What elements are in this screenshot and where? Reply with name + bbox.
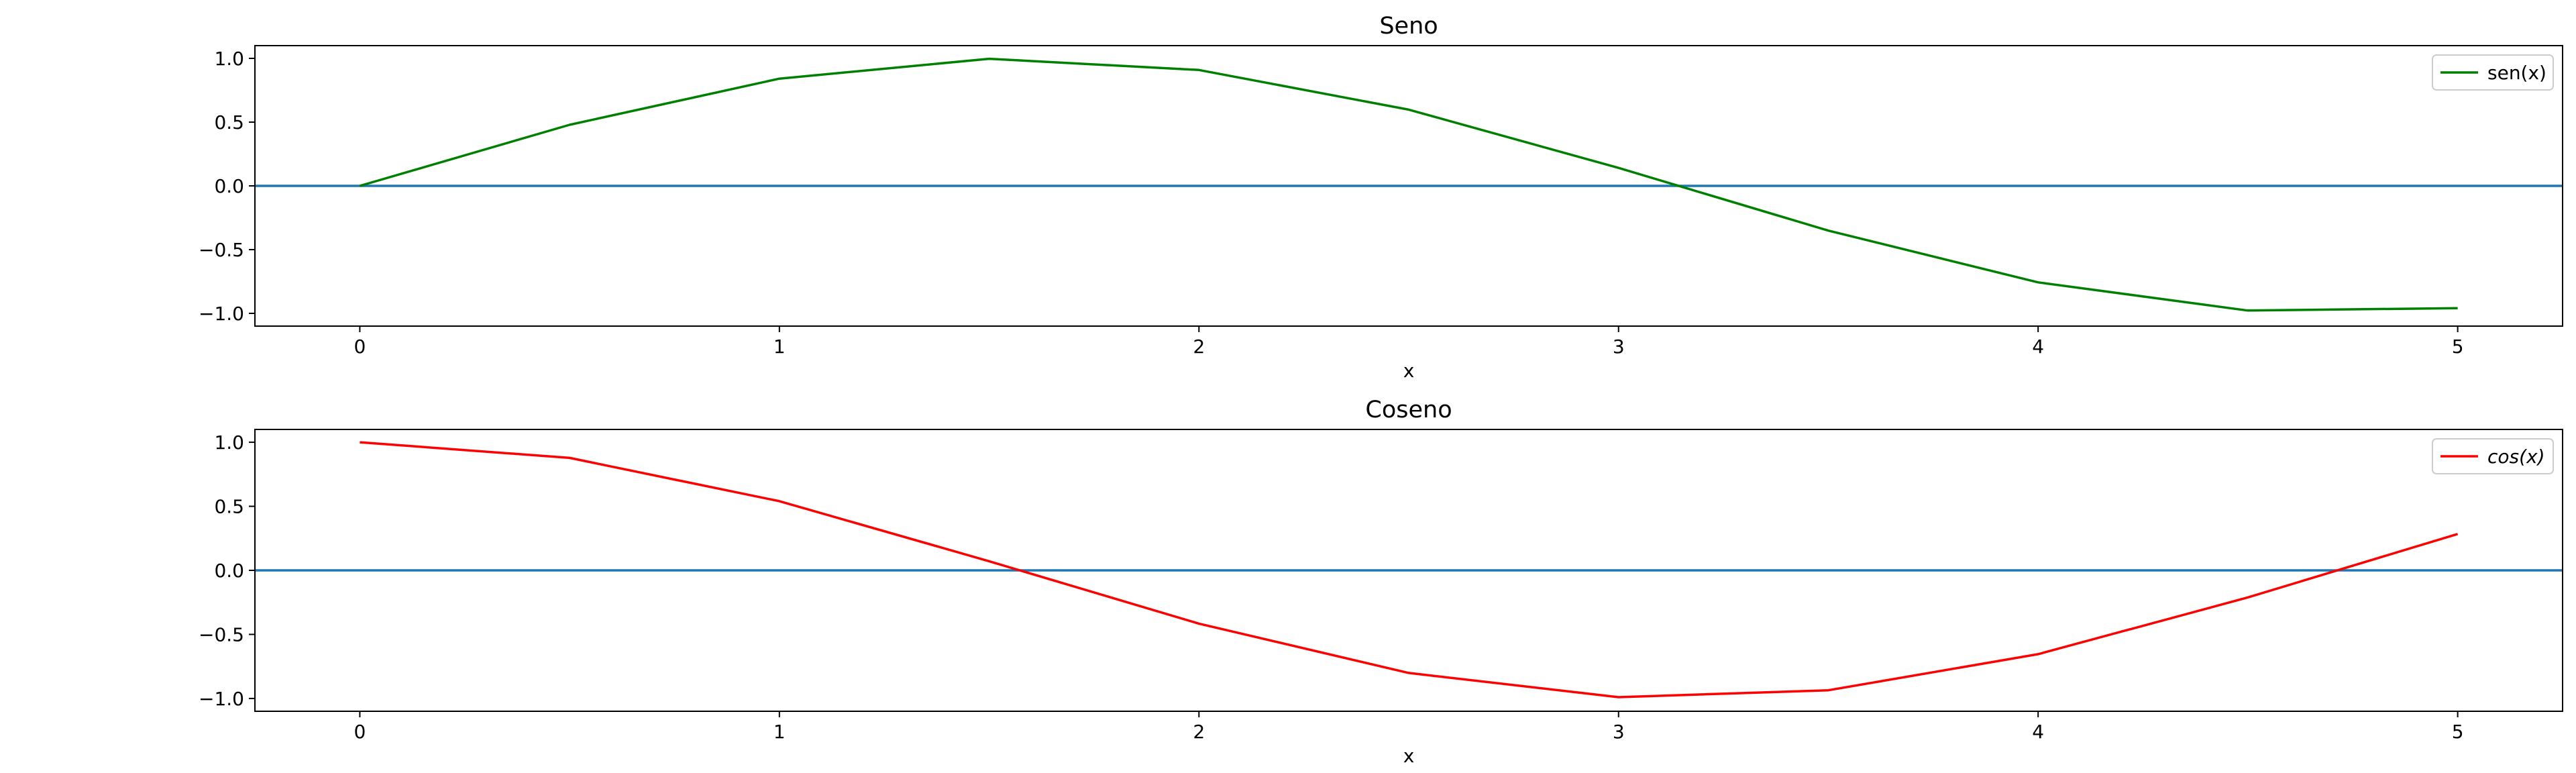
subplot-1: Seno 0 1 2 3 4 5 1.0 0.5 0.0 −0.5 −1.0 x sen(x)	[199, 13, 2563, 382]
legend-box	[2432, 438, 2554, 474]
x-tick-label: 0	[354, 336, 366, 358]
charts: Seno 0 1 2 3 4 5 1.0 0.5 0.0 −0.5 −1.0 x sen(x) Coseno…	[199, 13, 2563, 767]
x-axis-label: x	[1403, 360, 1415, 382]
legend-label: sen(x)	[2487, 62, 2546, 84]
y-tick-label: −0.5	[199, 623, 244, 646]
x-tick-label: 3	[1613, 336, 1625, 358]
y-tick-label: 0.5	[214, 111, 244, 134]
x-tick-label: 4	[2032, 721, 2044, 743]
x-tick-label: 2	[1193, 721, 1205, 743]
x-tick-label: 4	[2032, 336, 2044, 358]
y-tick-label: 1.0	[214, 48, 244, 70]
y-tick-label: −1.0	[199, 688, 244, 710]
x-tick-label: 3	[1613, 721, 1625, 743]
x-tick-label: 1	[773, 721, 786, 743]
legend-box	[2432, 54, 2554, 91]
x-tick-label: 5	[2452, 721, 2464, 743]
legend: sen(x)	[2432, 54, 2554, 91]
y-tick-label: −0.5	[199, 239, 244, 261]
x-tick-label: 5	[2452, 336, 2464, 358]
y-tick-label: 1.0	[214, 431, 244, 454]
x-axis-label: x	[1403, 745, 1415, 767]
x-tick-label: 0	[354, 721, 366, 743]
y-tick-label: 0.0	[214, 560, 244, 582]
y-tick-label: 0.5	[214, 496, 244, 518]
chart-title: Seno	[1379, 13, 1438, 40]
y-tick-label: −1.0	[199, 303, 244, 325]
x-tick-label: 1	[773, 336, 786, 358]
legend: cos(x)	[2432, 438, 2554, 474]
x-tick-label: 2	[1193, 336, 1205, 358]
y-tick-label: 0.0	[214, 175, 244, 197]
chart-title: Coseno	[1365, 397, 1452, 423]
legend-label: cos(x)	[2487, 446, 2545, 468]
subplot-2: Coseno 0 1 2 3 4 5 1.0 0.5 0.0 −0.5 −1.0 x cos(x)	[199, 397, 2563, 767]
